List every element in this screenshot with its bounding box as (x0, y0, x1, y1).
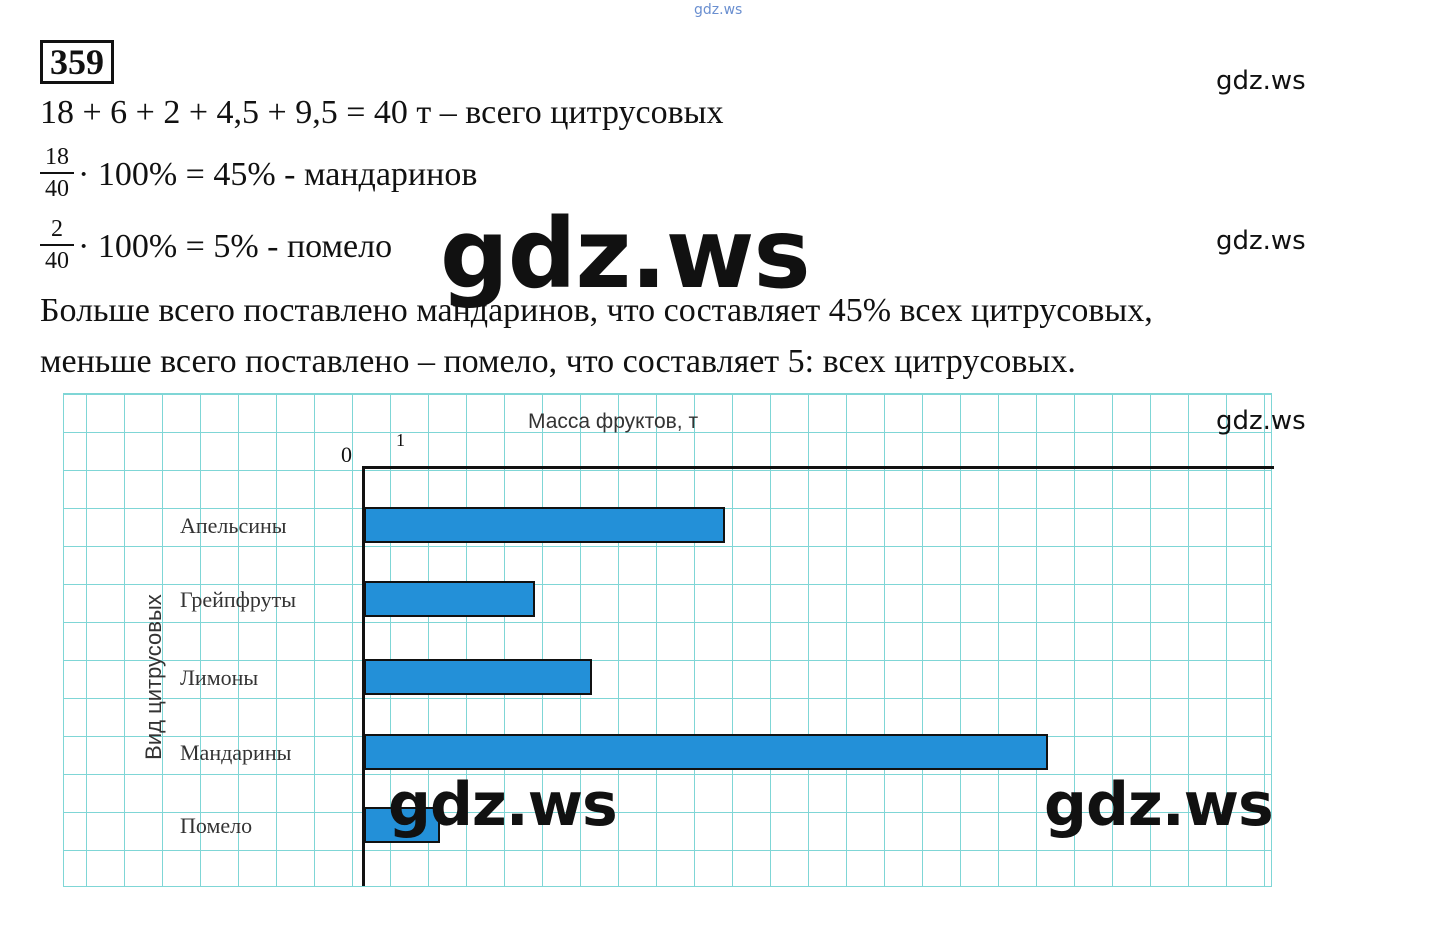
conclusion-line-1: Больше всего поставлено мандаринов, что … (40, 292, 1153, 329)
bar-1 (364, 581, 535, 617)
bar-chart: Масса фруктов, т 0 1 Вид цитрусовых Апел… (63, 393, 1274, 887)
category-label: Лимоны (180, 665, 259, 690)
problem-number: 359 (40, 40, 114, 84)
category-label: Мандарины (180, 740, 292, 765)
category-label: Грейпфруты (180, 587, 297, 612)
watermark: gdz.ws (1216, 66, 1306, 96)
bar-4 (364, 807, 440, 843)
y-axis (362, 466, 365, 886)
pomelo-percent: · 100% = 5% - помело (78, 228, 393, 265)
y-axis-label: Вид цитрусовых (141, 594, 166, 760)
chart-title: Масса фруктов, т (528, 410, 699, 433)
numerator: 2 (51, 216, 63, 242)
denominator: 40 (45, 176, 69, 202)
fraction-pomelo: 2 40 (40, 216, 74, 274)
watermark-large: gdz.ws (440, 198, 811, 310)
conclusion-line-2: меньше всего поставлено – помело, что со… (40, 343, 1076, 380)
bar-3 (364, 734, 1048, 770)
bar-0 (364, 507, 725, 543)
category-label: Помело (180, 813, 253, 838)
mandarins-percent: · 100% = 45% - мандаринов (78, 156, 478, 193)
watermark: gdz.ws (1216, 406, 1306, 436)
bar-2 (364, 659, 592, 695)
watermark-large: gdz.ws (388, 770, 618, 840)
denominator: 40 (45, 248, 69, 274)
sum-line: 18 + 6 + 2 + 4,5 + 9,5 = 40 т – всего ци… (40, 94, 724, 131)
x-axis (362, 466, 1274, 469)
fraction-mandarins: 18 40 (40, 144, 74, 202)
x-tick-1: 1 (396, 430, 405, 450)
numerator: 18 (45, 144, 69, 170)
category-label: Апельсины (180, 513, 287, 538)
x-tick-0: 0 (341, 442, 352, 467)
watermark-large: gdz.ws (1044, 770, 1274, 840)
watermark: gdz.ws (1216, 226, 1306, 256)
watermark-top: gdz.ws (694, 2, 743, 18)
